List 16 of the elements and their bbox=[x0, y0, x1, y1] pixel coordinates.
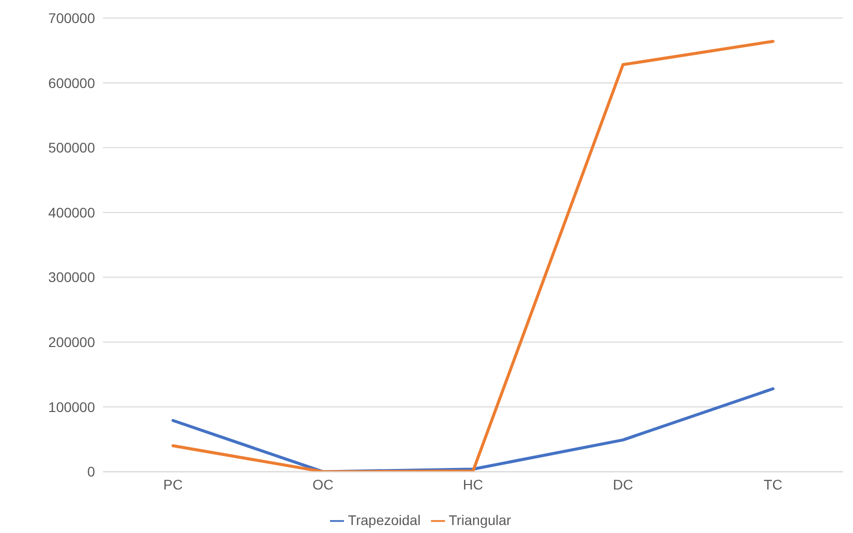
y-tick-label: 200000 bbox=[48, 334, 96, 350]
x-tick-label: DC bbox=[612, 476, 634, 493]
legend-label: Triangular bbox=[448, 512, 512, 528]
y-tick-label: 600000 bbox=[48, 74, 96, 91]
x-tick-label: PC bbox=[163, 476, 183, 493]
x-tick-label: OC bbox=[312, 476, 334, 493]
y-tick-label: 300000 bbox=[48, 269, 96, 286]
y-tick-label: 700000 bbox=[48, 10, 96, 26]
line-series bbox=[172, 40, 774, 472]
y-tick-label: 500000 bbox=[48, 140, 96, 156]
y-tick-label: 0 bbox=[87, 464, 96, 480]
x-tick-label: TC bbox=[764, 476, 782, 493]
x-tick-label: HC bbox=[462, 476, 484, 493]
y-tick-label: 400000 bbox=[48, 204, 96, 220]
legend-label: Trapezoidal bbox=[348, 512, 421, 528]
y-tick-label: 100000 bbox=[48, 398, 96, 415]
